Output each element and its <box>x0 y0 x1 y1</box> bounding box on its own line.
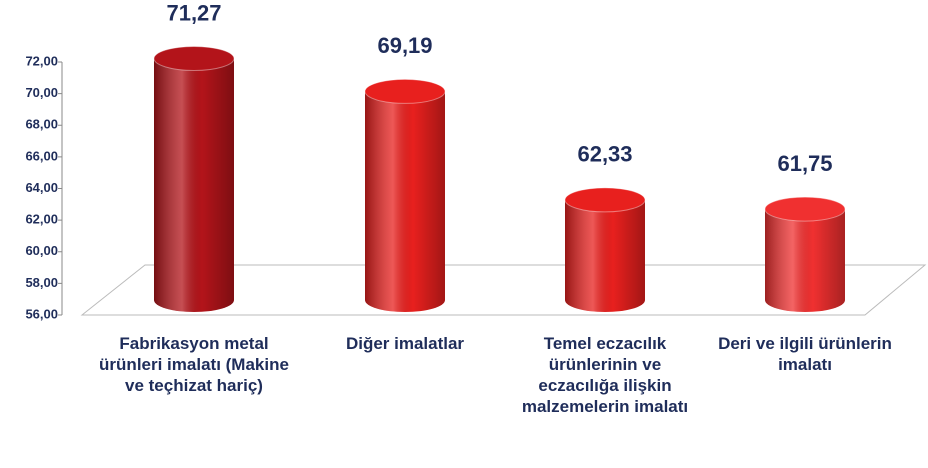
y-tick-label: 62,00 <box>25 212 58 227</box>
y-tick-label: 56,00 <box>25 306 58 321</box>
bar-shade <box>765 209 845 312</box>
y-tick-label: 64,00 <box>25 180 58 195</box>
y-tick-label: 70,00 <box>25 85 58 100</box>
bar-top <box>764 196 846 222</box>
x-tick-label: Temel eczacılık ürünlerinin ve eczacılığ… <box>521 334 689 416</box>
value-label: 69,19 <box>377 33 432 58</box>
value-label: 71,27 <box>166 0 221 25</box>
x-tick-label: Deri ve ilgili ürünlerin imalatı <box>718 334 892 374</box>
y-tick-label: 72,00 <box>25 53 58 68</box>
bar-top <box>153 46 235 72</box>
x-tick-label: Diğer imalatlar <box>345 334 465 353</box>
bar-shade <box>154 58 234 312</box>
bar-shade <box>565 199 645 312</box>
value-label: 62,33 <box>577 142 632 167</box>
y-tick-label: 68,00 <box>25 117 58 132</box>
bar-shade <box>365 91 445 312</box>
y-tick-label: 60,00 <box>25 243 58 258</box>
bar-top <box>564 187 646 213</box>
floor <box>80 264 927 316</box>
y-tick-label: 66,00 <box>25 148 58 163</box>
x-tick-label: Fabrikasyon metal ürünleri imalatı (Maki… <box>99 334 289 395</box>
bar-top <box>364 78 446 104</box>
value-label: 61,75 <box>777 151 832 176</box>
y-tick-label: 58,00 <box>25 275 58 290</box>
